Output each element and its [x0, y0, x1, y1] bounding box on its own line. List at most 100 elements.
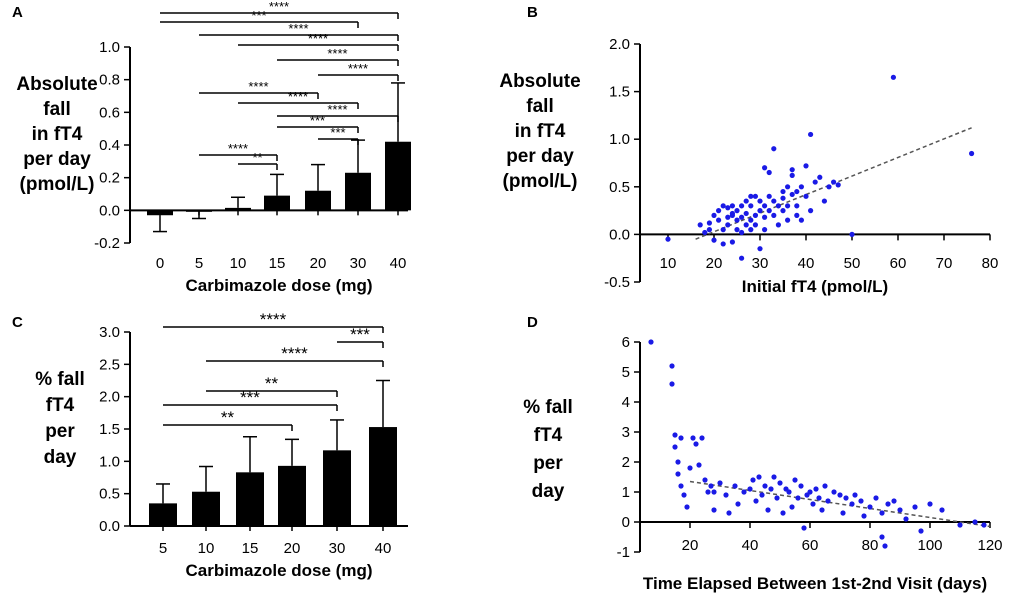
x-axis-title: Initial fT4 (pmol/L)	[742, 277, 888, 296]
data-point	[774, 495, 780, 501]
data-point	[789, 172, 795, 178]
data-point	[873, 495, 879, 501]
y-axis-title-line: fT4	[46, 395, 75, 416]
data-point	[918, 528, 924, 534]
data-point	[861, 513, 867, 519]
y-axis-title-line: day	[532, 481, 565, 502]
panel-label-B: B	[527, 4, 538, 21]
y-tick-label: 3	[622, 424, 630, 441]
data-point	[972, 519, 978, 525]
x-axis-title: Time Elapsed Between 1st-2nd Visit (days…	[643, 574, 987, 593]
significance-label: ****	[248, 79, 268, 94]
data-point	[720, 227, 726, 233]
y-tick-label: 2.0	[609, 36, 630, 53]
data-point	[729, 239, 736, 245]
data-point	[705, 489, 711, 495]
panel-D: D % fall fT4 per day -1 0 1 2 3 4 5 6 20 40 60 80 100 120 T…	[523, 314, 1002, 593]
y-axis-title-line: per day	[506, 146, 574, 167]
significance-label: ***	[251, 8, 266, 23]
data-point	[726, 510, 732, 516]
data-point	[843, 495, 849, 501]
significance-label: ****	[228, 141, 248, 156]
y-tick-label: 1.5	[99, 421, 120, 438]
data-point	[739, 214, 745, 220]
panel-label-D: D	[527, 314, 538, 331]
y-tick-label: 1.0	[99, 39, 120, 56]
data-point	[720, 241, 726, 247]
data-point	[775, 222, 782, 228]
data-point	[678, 483, 684, 489]
data-point	[672, 432, 678, 438]
x-tick-label: 5	[195, 255, 203, 272]
data-point	[706, 220, 713, 226]
data-point	[903, 516, 909, 522]
y-axis-title-line: fall	[43, 99, 70, 120]
data-point	[813, 486, 819, 492]
significance-label: **	[265, 374, 279, 393]
y-tick-label: 1.0	[99, 453, 120, 470]
bar-15	[236, 472, 264, 526]
bar-30	[323, 450, 351, 526]
data-point	[798, 184, 805, 190]
x-tick-label: 15	[242, 540, 259, 557]
bar-10	[225, 207, 251, 211]
x-tick-label: 40	[798, 255, 815, 272]
data-point	[785, 184, 791, 190]
data-point	[867, 504, 873, 510]
data-point	[819, 507, 825, 513]
data-point	[702, 477, 708, 483]
y-tick-label: 0.0	[609, 226, 630, 243]
significance-label: ****	[288, 21, 308, 36]
data-point	[665, 236, 671, 242]
data-point	[808, 131, 814, 138]
data-point	[739, 203, 745, 209]
data-point	[969, 150, 975, 157]
x-tick-label: 20	[310, 255, 327, 272]
x-tick-label: 40	[375, 540, 392, 557]
y-axis-title-line: (pmol/L)	[20, 174, 95, 195]
data-point	[858, 498, 864, 504]
x-tick-label: 80	[982, 255, 999, 272]
significance-bracket: ****	[318, 61, 399, 81]
significance-label: ****	[327, 46, 347, 61]
data-point	[837, 492, 843, 498]
data-point	[693, 441, 699, 447]
trend-line	[689, 480, 991, 528]
bar-10	[192, 491, 220, 526]
data-point	[757, 246, 763, 252]
data-point	[702, 229, 708, 236]
x-tick-label: 80	[862, 537, 879, 554]
significance-bracket: ****	[199, 21, 399, 41]
data-point	[780, 510, 786, 516]
x-tick-label: 10	[198, 540, 215, 557]
y-tick-label: 0.5	[609, 179, 630, 196]
y-axis-title-line: per	[533, 453, 563, 474]
x-tick-label: 0	[156, 255, 164, 272]
significance-bracket: ****	[163, 310, 384, 333]
data-point	[808, 208, 814, 214]
y-tick-label: 0	[622, 514, 630, 531]
data-point	[798, 217, 805, 223]
x-axis-title: Carbimazole dose (mg)	[185, 561, 372, 580]
data-point	[684, 504, 690, 510]
y-tick-label: 1.5	[609, 84, 630, 101]
data-point	[675, 459, 681, 465]
data-point	[771, 198, 777, 204]
data-point	[743, 210, 749, 217]
y-tick-label: 0.0	[99, 202, 120, 219]
data-point	[741, 489, 747, 495]
data-point	[711, 212, 717, 218]
data-point	[789, 504, 795, 510]
significance-bracket: ****	[238, 89, 359, 109]
x-tick-label: 30	[752, 255, 769, 272]
data-point	[885, 501, 891, 507]
data-point	[897, 507, 903, 513]
y-tick-label: 0.6	[99, 104, 120, 121]
significance-bracket: ****	[206, 344, 384, 367]
data-point	[725, 222, 731, 228]
data-point	[771, 474, 777, 480]
data-point	[696, 462, 702, 468]
significance-label: ***	[240, 388, 260, 407]
data-point	[734, 217, 740, 223]
y-tick-label: -1	[617, 544, 630, 561]
